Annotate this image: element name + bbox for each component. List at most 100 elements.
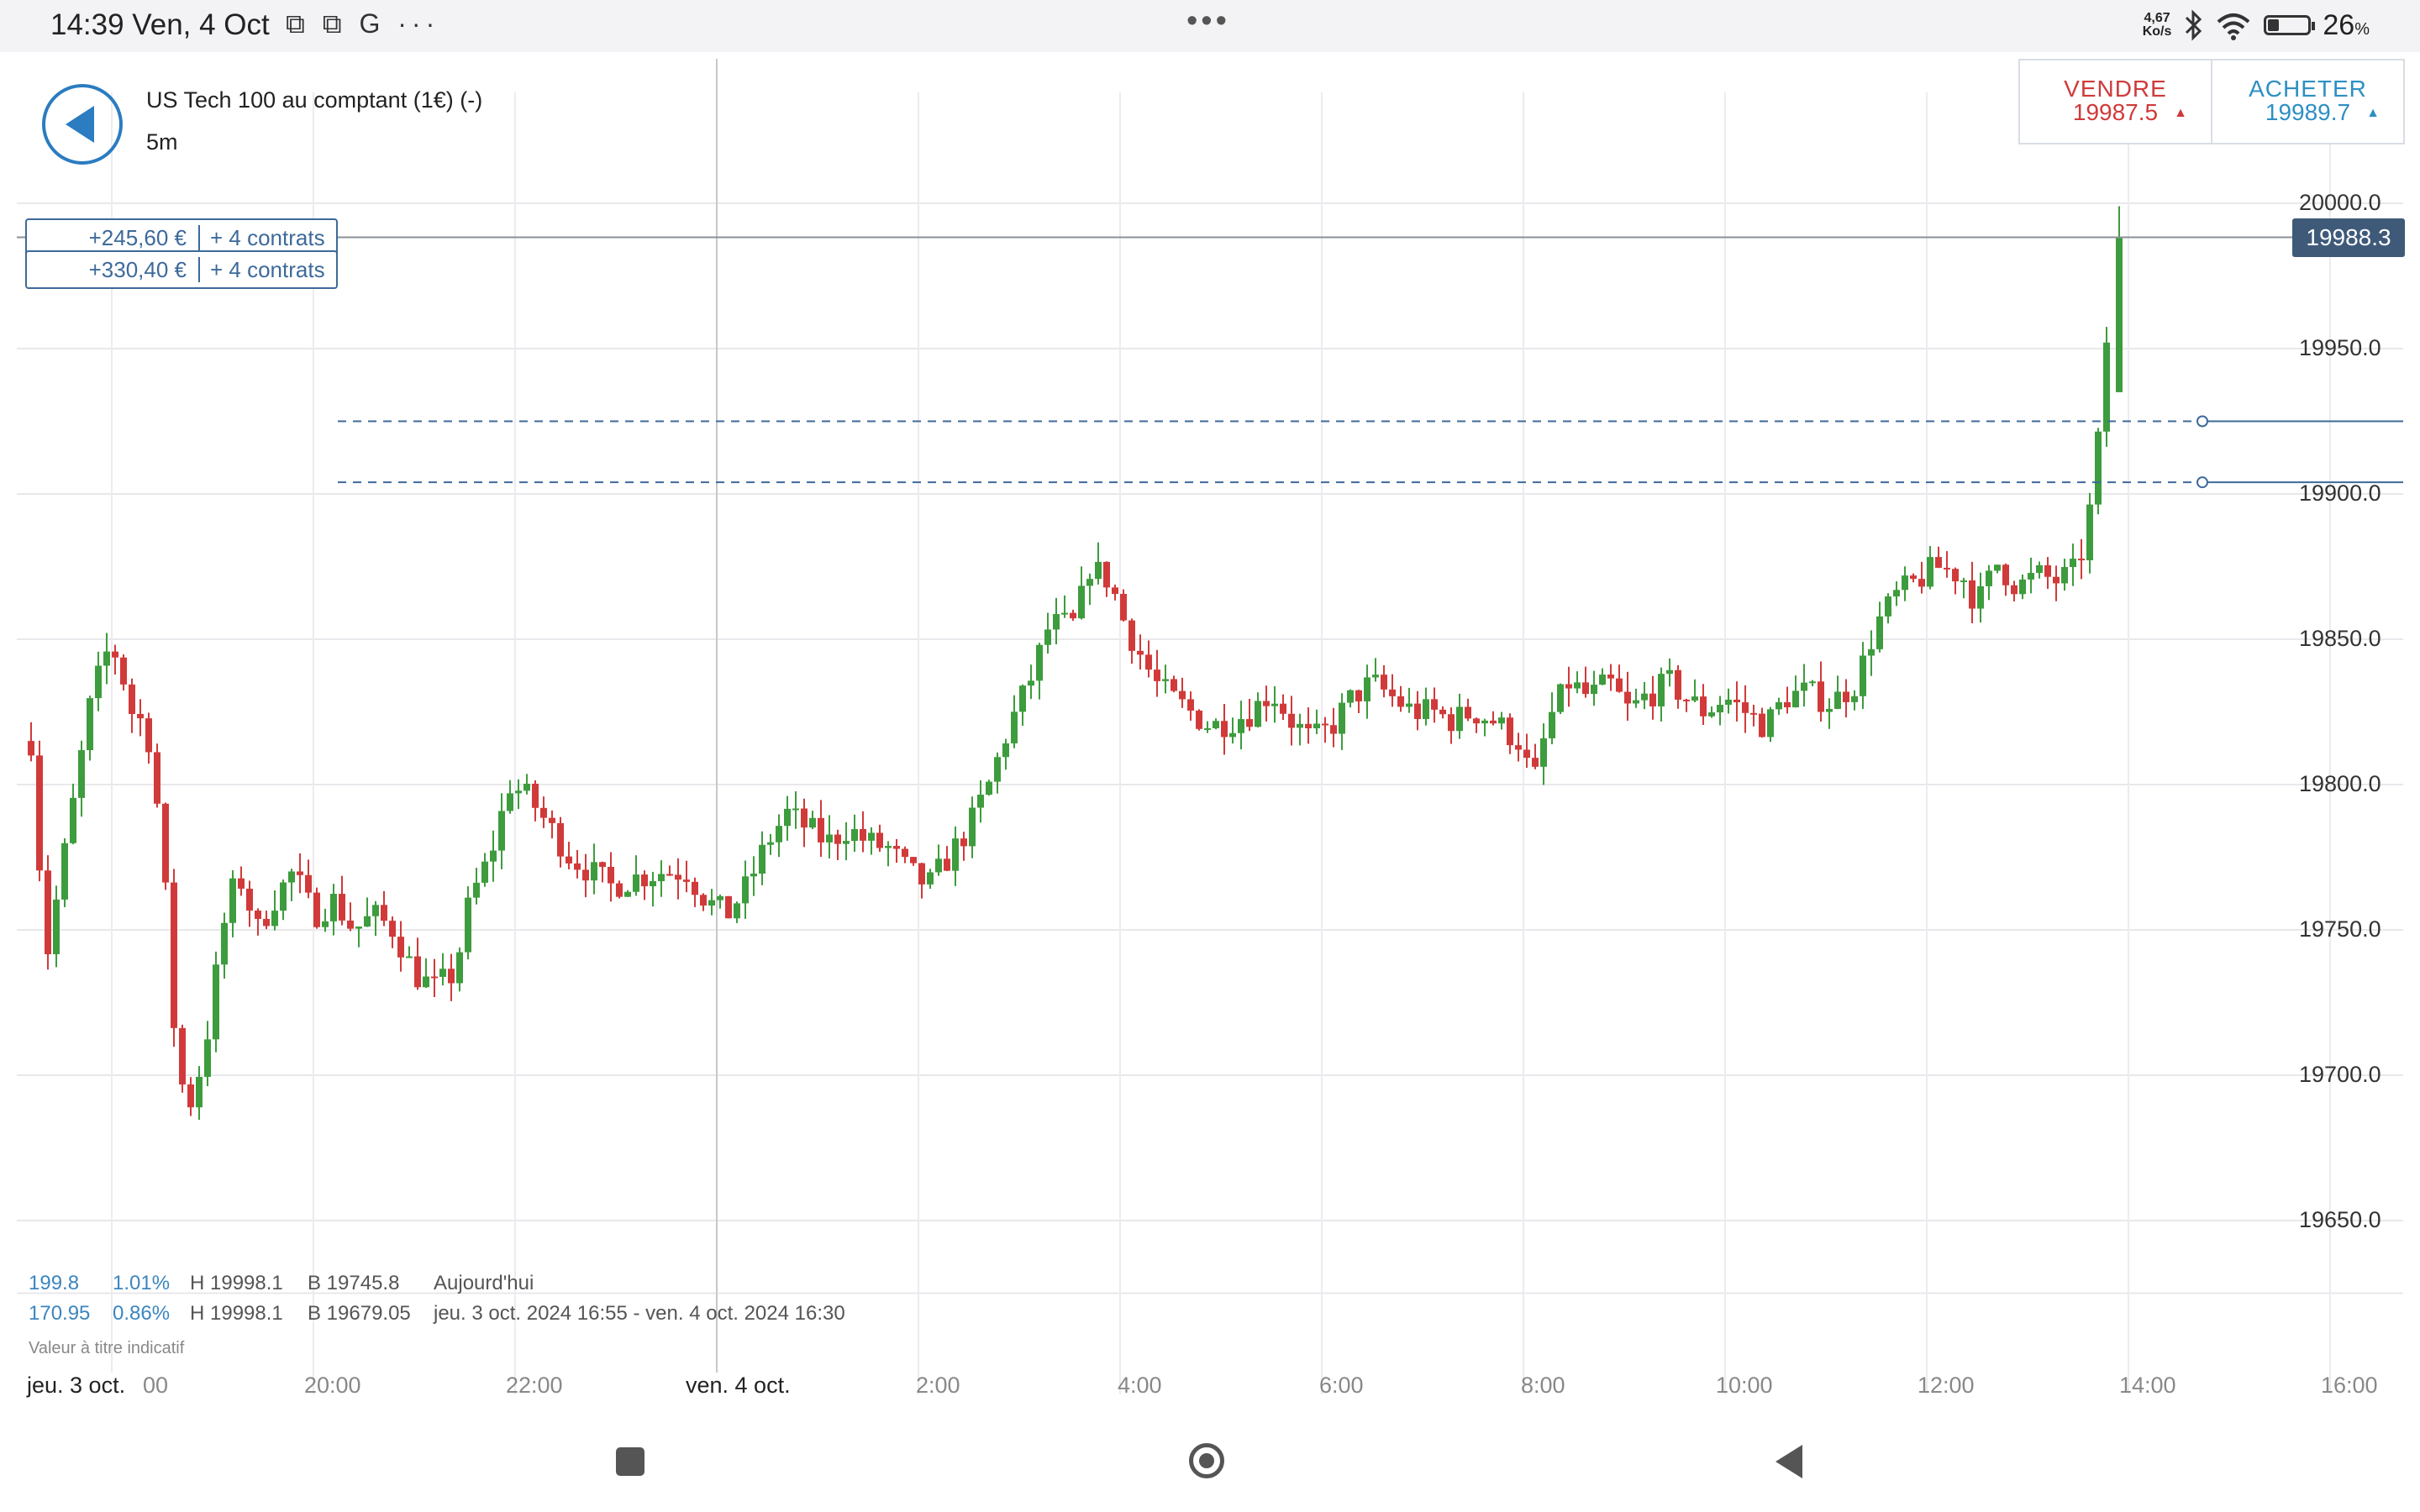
trade-panel: VENDRE 19987.5 ▲ ACHETER 19989.7 ▲ [2018, 59, 2405, 144]
candle-body [1381, 675, 1387, 690]
candle-body [1818, 681, 1824, 712]
y-tick-label: 20000.0 [2299, 190, 2381, 215]
candle-body [683, 879, 690, 882]
candle-body [187, 1084, 194, 1108]
stat-low: B 19679.05 [308, 1302, 411, 1325]
sell-button[interactable]: VENDRE 19987.5 ▲ [2020, 60, 2211, 143]
candle-body [784, 808, 791, 827]
candle-body [1876, 616, 1883, 649]
candle-body [1574, 682, 1581, 689]
network-speed: 4,67 Ko/s [2143, 12, 2172, 39]
candle-body [1708, 712, 1715, 717]
candle-body [1044, 629, 1051, 645]
candle-body [641, 874, 648, 887]
candle-body [1792, 690, 1799, 708]
candle-body [750, 873, 757, 877]
candle-body [61, 843, 68, 900]
candle-body [297, 871, 303, 875]
candle-body [1742, 702, 1749, 713]
candle-body [675, 874, 681, 880]
candle-body [1490, 720, 1497, 724]
candle-body [137, 713, 144, 719]
buy-up-arrow-icon: ▲ [2366, 106, 2380, 120]
candle-body [1683, 699, 1690, 701]
candle-body [364, 916, 371, 927]
candle-body [2103, 342, 2110, 432]
candle-body [448, 969, 455, 984]
candle-body [969, 807, 976, 847]
more-dots-icon: ••• [1186, 3, 1230, 39]
nav-back-icon[interactable] [1776, 1445, 1802, 1478]
candle-body [330, 894, 337, 921]
y-tick-label: 19950.0 [2299, 335, 2381, 360]
candle-body [481, 861, 488, 883]
candle-body [423, 976, 429, 988]
candle-body [1986, 570, 1992, 586]
candle-body [1826, 708, 1833, 712]
candle-body [885, 846, 892, 848]
candle-body [246, 888, 253, 911]
candle-body [414, 956, 421, 988]
candle-body [1960, 580, 1967, 582]
candle-body [1666, 669, 1673, 675]
candle-body [1179, 690, 1186, 700]
recent-apps-icon[interactable] [616, 1447, 644, 1476]
y-tick-label: 19900.0 [2299, 480, 2381, 506]
candle-body [1196, 710, 1202, 729]
candle-body [658, 874, 665, 881]
back-button[interactable] [42, 84, 123, 165]
candle-body [129, 684, 135, 714]
candle-body [1297, 723, 1303, 728]
back-arrow-icon [66, 106, 94, 143]
candle-body [1607, 675, 1614, 679]
candle-body [1624, 691, 1631, 704]
x-tick-label: 16:00 [2321, 1373, 2378, 1398]
battery-icon [2264, 15, 2316, 35]
buy-button[interactable]: ACHETER 19989.7 ▲ [2211, 60, 2403, 143]
candle-body [1885, 596, 1891, 617]
candle-body [1599, 675, 1606, 685]
home-icon[interactable] [1189, 1443, 1224, 1478]
candle-body [28, 741, 34, 756]
candle-body [566, 856, 572, 864]
candle-body [1868, 648, 1875, 656]
candle-body [1784, 701, 1791, 708]
candle-body [1137, 650, 1144, 655]
candle-body [1372, 675, 1379, 678]
candle-body [708, 900, 715, 906]
candle-body [53, 899, 60, 954]
candle-body [1162, 679, 1169, 681]
candle-body [1347, 690, 1354, 703]
candle-body [1557, 684, 1564, 712]
candle-body [280, 882, 287, 911]
x-tick-label-partial: 00 [143, 1373, 169, 1398]
candle-body [1221, 721, 1228, 738]
candle-body [1322, 723, 1328, 726]
price-chart[interactable] [17, 59, 2403, 1411]
position-tag-2[interactable]: +330,40 € + 4 contrats [25, 250, 338, 289]
candle-body [574, 863, 581, 870]
battery-level [2268, 19, 2280, 31]
candle-body [767, 842, 774, 845]
stat-low: B 19745.8 [308, 1272, 400, 1294]
candle-body [1339, 702, 1345, 734]
stat-pct: 1.01% [113, 1272, 171, 1294]
candle-body [1691, 696, 1698, 701]
candle-body [1565, 684, 1572, 689]
buy-price: 19989.7 [2265, 99, 2351, 125]
candle-body [918, 863, 925, 885]
stat-pct: 0.86% [113, 1302, 171, 1325]
x-tick-label: 6:00 [1319, 1373, 1364, 1398]
status-bar: 14:39 Ven, 4 Oct ⧉ ⧉ G ··· ••• 4,67 Ko/s… [0, 0, 2420, 52]
position-contracts: + 4 contrats [210, 224, 325, 250]
candle-body [145, 718, 152, 753]
candle-body [1994, 564, 2001, 571]
candle-body [1364, 677, 1370, 701]
status-time: 14:39 Ven, 4 Oct [50, 8, 270, 41]
candle-body [1809, 681, 1816, 684]
candle-body [397, 937, 404, 958]
candle-body [1969, 580, 1975, 609]
candle-body [1456, 706, 1463, 732]
timeframe-label[interactable]: 5m [146, 129, 178, 155]
instrument-name: US Tech 100 au comptant (1€) (-) [146, 87, 483, 113]
